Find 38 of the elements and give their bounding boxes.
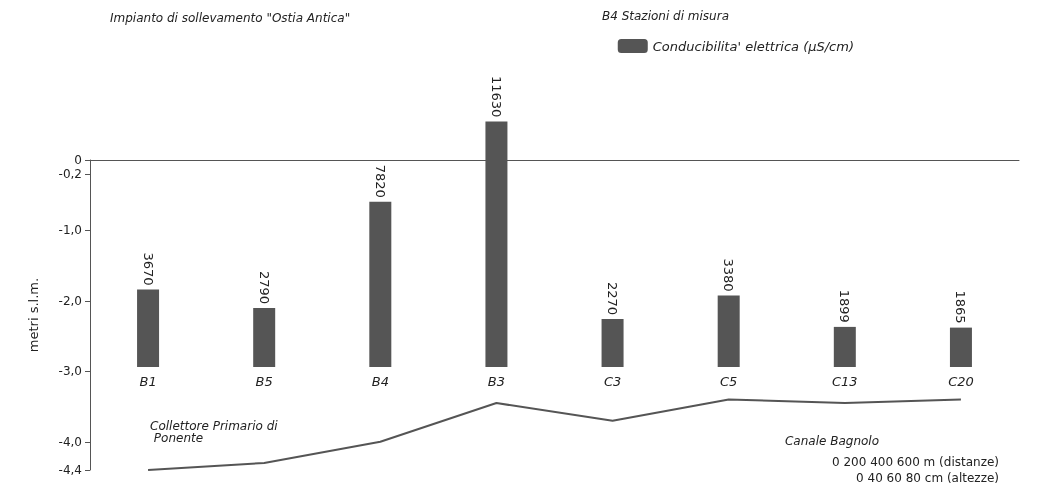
annotation: Collettore Primario di Ponente xyxy=(150,419,279,445)
bar xyxy=(369,201,392,367)
data-label: 3670 xyxy=(140,252,156,286)
data-label: 2270 xyxy=(605,281,621,316)
y-tick-label: -0,2 xyxy=(58,167,82,182)
bar xyxy=(833,326,856,367)
y-tick-label: 0 xyxy=(74,153,82,167)
x-tick-label: C20 xyxy=(948,374,974,389)
x-tick-label: B3 xyxy=(487,374,506,389)
annotation: Canale Bagnolo xyxy=(784,434,880,448)
text: B4 Stazioni di misura xyxy=(601,9,730,23)
bar xyxy=(949,327,972,367)
text: 0 40 60 80 cm (altezze) xyxy=(856,471,999,485)
x-tick-label: C13 xyxy=(832,374,858,389)
bar xyxy=(137,289,160,367)
bar xyxy=(717,295,740,367)
annotation: 0 200 400 600 m (distanze) xyxy=(831,455,1000,469)
y-tick-label: -1,0 xyxy=(58,223,82,238)
data-label: 3380 xyxy=(721,258,737,292)
bar xyxy=(601,319,624,367)
data-label: 1899 xyxy=(837,289,853,323)
data-label: 1865 xyxy=(953,290,969,324)
bar xyxy=(253,308,276,367)
text: Impianto di sollevamento "Ostia Antica" xyxy=(110,11,351,25)
y-axis-title: metri s.l.m. xyxy=(26,277,41,353)
data-label: 11630 xyxy=(488,76,504,118)
x-tick-label: B5 xyxy=(255,374,273,389)
legend-label: Conducibilita' elettrica (µS/cm) xyxy=(652,38,855,54)
data-label: 7820 xyxy=(372,164,388,198)
y-tick-label: -3,0 xyxy=(58,364,82,379)
data-label: 2790 xyxy=(256,270,272,305)
y-tick-label: -4,4 xyxy=(58,463,82,477)
y-tick-label: -4,0 xyxy=(58,434,82,449)
x-tick-label: C5 xyxy=(720,374,738,389)
x-tick-label: C3 xyxy=(603,374,622,389)
x-tick-label: B4 xyxy=(371,374,389,389)
x-tick-label: B1 xyxy=(139,374,157,389)
y-tick-label: -2,0 xyxy=(58,293,82,308)
